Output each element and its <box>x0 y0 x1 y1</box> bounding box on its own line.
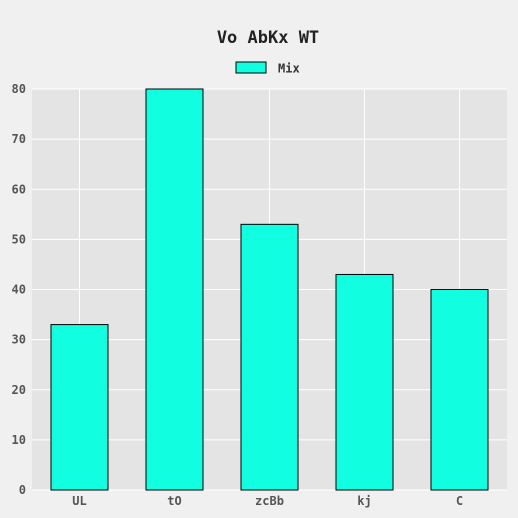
y-tick-label: 30 <box>12 333 26 347</box>
bar-UL <box>50 324 109 491</box>
x-tick-label: zcBb <box>255 494 284 508</box>
bar-C <box>430 289 489 491</box>
bar-tO <box>145 88 204 491</box>
y-tick-label: 70 <box>12 132 26 146</box>
legend: Mix <box>235 61 300 76</box>
x-tick-label: C <box>456 494 463 508</box>
x-axis-tick-labels: UL tO zcBb kj C <box>72 494 463 508</box>
y-tick-label: 40 <box>12 283 26 297</box>
y-tick-label: 80 <box>12 82 26 96</box>
x-tick-label: UL <box>72 494 86 508</box>
y-tick-label: 10 <box>12 433 26 447</box>
y-tick-label: 20 <box>12 383 26 397</box>
y-tick-label: 60 <box>12 182 26 196</box>
x-tick-label: kj <box>357 494 371 508</box>
y-tick-label: 50 <box>12 232 26 246</box>
bar-kj <box>335 273 394 491</box>
chart-title: Vo AbKx WT <box>217 28 319 48</box>
legend-swatch-mix <box>235 61 267 74</box>
bar-zcBb <box>240 223 299 491</box>
legend-label-mix: Mix <box>278 62 300 76</box>
y-axis-tick-labels: 0 10 20 30 40 50 60 70 80 <box>12 82 26 497</box>
bars <box>50 88 489 491</box>
y-tick-label: 0 <box>19 483 26 497</box>
x-tick-label: tO <box>167 494 181 508</box>
